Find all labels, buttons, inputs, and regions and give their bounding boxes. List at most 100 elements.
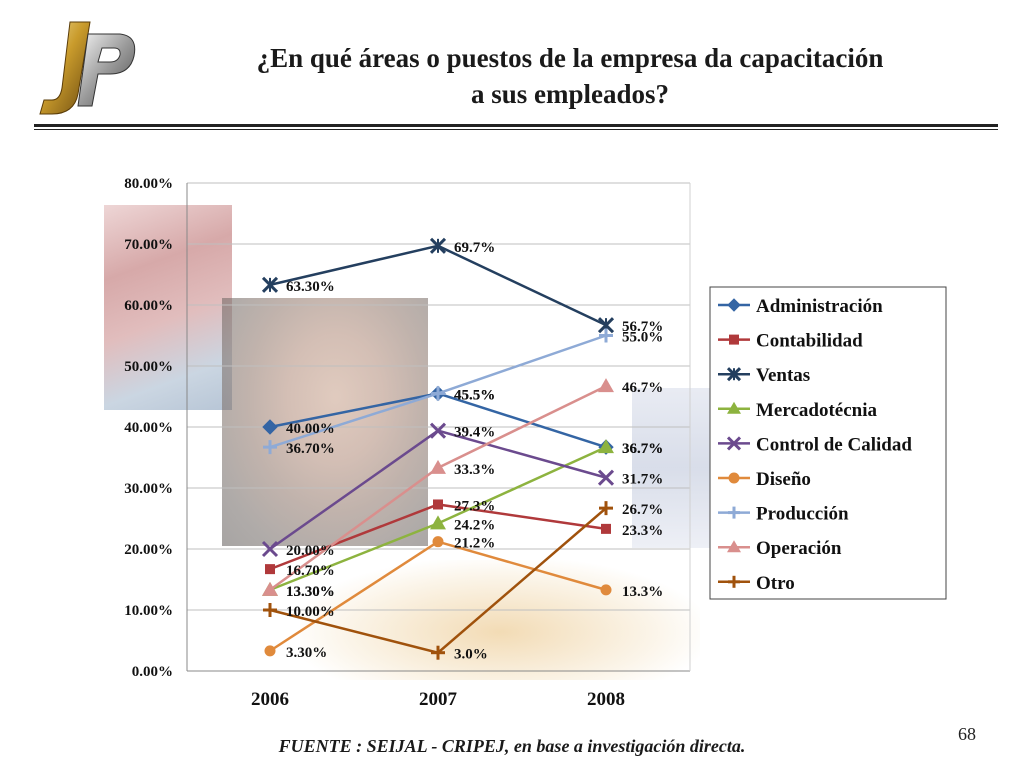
data-label: 20.00% bbox=[286, 543, 335, 559]
data-point bbox=[264, 645, 276, 657]
chart-legend: Administración Contabilidad Ventas Mercadot… bbox=[709, 286, 947, 600]
data-label: 13.30% bbox=[286, 584, 335, 600]
data-point bbox=[261, 276, 279, 293]
title-divider-thin bbox=[34, 129, 998, 130]
slide-title: ¿En qué áreas o puestos de la empresa da… bbox=[150, 40, 990, 112]
y-tick-label: 60.00% bbox=[124, 298, 173, 314]
legend-entry: Control de Calidad bbox=[756, 434, 912, 455]
series-dise-o bbox=[264, 536, 612, 657]
data-label: 45.5% bbox=[454, 387, 495, 403]
data-label: 26.7% bbox=[622, 502, 663, 518]
data-label: 31.7% bbox=[622, 472, 663, 488]
legend-entry: Ventas bbox=[756, 365, 810, 386]
x-tick-label: 2008 bbox=[587, 689, 625, 710]
data-label: 56.7% bbox=[622, 319, 663, 335]
data-point bbox=[600, 584, 612, 596]
legend-entry: Operación bbox=[756, 538, 842, 559]
source-footer: FUENTE : SEIJAL - CRIPEJ, en base a inve… bbox=[278, 736, 746, 756]
title-divider bbox=[34, 124, 998, 127]
data-label: 69.7% bbox=[454, 240, 495, 256]
series-contabilidad bbox=[265, 499, 611, 575]
data-label: 10.00% bbox=[286, 604, 335, 620]
series-otro bbox=[263, 501, 613, 660]
page-number: 68 bbox=[958, 724, 976, 744]
data-point bbox=[599, 501, 613, 516]
y-tick-label: 40.00% bbox=[124, 420, 173, 436]
y-tick-label: 20.00% bbox=[124, 542, 173, 558]
title-line-1: ¿En qué áreas o puestos de la empresa da… bbox=[256, 43, 884, 73]
data-point bbox=[598, 378, 614, 393]
data-point bbox=[727, 540, 741, 553]
data-label: 46.7% bbox=[622, 380, 663, 396]
data-label: 24.2% bbox=[454, 517, 495, 533]
y-tick-label: 80.00% bbox=[124, 176, 173, 192]
data-label: 36.7% bbox=[622, 441, 663, 457]
data-point bbox=[598, 439, 614, 454]
x-tick-label: 2007 bbox=[419, 689, 458, 710]
data-label: 3.0% bbox=[454, 647, 488, 663]
data-label: 45.5% bbox=[454, 387, 495, 403]
y-tick-label: 50.00% bbox=[124, 359, 173, 375]
data-point bbox=[726, 436, 742, 451]
background-photo-right bbox=[632, 388, 714, 548]
data-point bbox=[263, 440, 277, 455]
legend-entry: Diseño bbox=[756, 469, 811, 490]
data-point bbox=[728, 506, 740, 519]
data-point bbox=[262, 581, 278, 596]
background-photo-woman bbox=[104, 205, 232, 410]
data-point bbox=[433, 499, 443, 510]
data-point bbox=[599, 328, 613, 343]
background-photo-portrait bbox=[222, 298, 428, 546]
data-label: 63.30% bbox=[286, 279, 335, 295]
data-point bbox=[265, 564, 275, 575]
legend-entry: Administración bbox=[756, 296, 883, 317]
data-point bbox=[262, 419, 278, 435]
data-point-stroke bbox=[597, 469, 615, 486]
company-logo bbox=[39, 21, 136, 115]
data-label: 16.70% bbox=[286, 563, 335, 579]
y-tick-label: 70.00% bbox=[124, 237, 173, 253]
data-point bbox=[429, 422, 447, 439]
legend-entry: Producción bbox=[756, 504, 849, 525]
x-tick-label: 2006 bbox=[251, 689, 289, 710]
data-point bbox=[728, 575, 740, 588]
data-point bbox=[597, 469, 615, 486]
data-label: 36.70% bbox=[286, 441, 335, 457]
data-point-stroke bbox=[429, 422, 447, 439]
legend-entry: Contabilidad bbox=[756, 331, 863, 352]
title-line-2: a sus empleados? bbox=[470, 79, 670, 109]
data-label: 55.0% bbox=[622, 330, 663, 346]
legend-entry: Otro bbox=[756, 573, 795, 594]
data-point bbox=[261, 540, 279, 558]
data-point bbox=[726, 367, 742, 382]
data-point-stroke bbox=[261, 540, 279, 558]
data-point bbox=[729, 334, 739, 345]
data-label: 33.3% bbox=[454, 462, 495, 478]
background-photo-bottom bbox=[300, 560, 700, 680]
series-operaci-n bbox=[262, 378, 614, 596]
data-point bbox=[432, 536, 444, 548]
legend-entry: Mercadotécnia bbox=[756, 400, 877, 421]
series-producci-n bbox=[263, 328, 613, 455]
data-point bbox=[728, 472, 740, 484]
data-point bbox=[430, 515, 446, 530]
data-label: 27.3% bbox=[454, 498, 495, 514]
data-label: 13.3% bbox=[622, 584, 663, 600]
data-point-stroke bbox=[726, 436, 742, 451]
series-control-de-calidad bbox=[261, 422, 615, 558]
data-point bbox=[431, 645, 445, 660]
data-point bbox=[430, 459, 446, 474]
data-label: 23.3% bbox=[622, 523, 663, 539]
data-point bbox=[601, 523, 611, 534]
chart-series bbox=[261, 237, 615, 660]
data-label: 13.30% bbox=[286, 584, 335, 600]
data-label: 36.7% bbox=[622, 441, 663, 457]
data-point bbox=[431, 386, 445, 401]
data-label: 40.00% bbox=[286, 421, 335, 437]
chart-data-labels: 40.00% 45.5% 36.7% 16.70% 27.3% 23.3% 63.30% 69… bbox=[286, 240, 663, 663]
data-label: 3.30% bbox=[286, 645, 327, 661]
series-line bbox=[269, 507, 607, 655]
chart-axes: 0.00% 10.00% 20.00% 30.00% 40.00% 50.00% 60.00… bbox=[124, 176, 691, 710]
y-tick-label: 0.00% bbox=[132, 664, 173, 680]
